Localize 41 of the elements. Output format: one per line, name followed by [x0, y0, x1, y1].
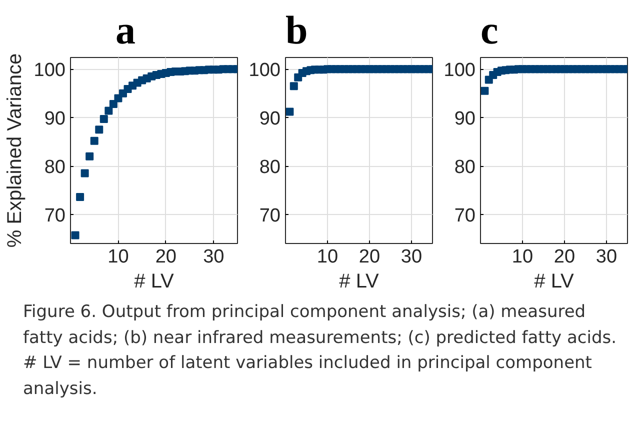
point: [104, 106, 113, 115]
y-tick-label: 80: [44, 157, 66, 178]
y-tick-label: 70: [44, 205, 66, 226]
x-tick-label: 30: [400, 246, 422, 268]
chart-title: a: [116, 8, 136, 52]
point: [71, 231, 80, 240]
y-tick-label: 90: [454, 108, 476, 130]
y-tick-label: 90: [259, 108, 281, 130]
chart-title: c: [480, 8, 498, 52]
y-tick-label: 90: [44, 108, 66, 130]
point: [80, 169, 89, 178]
x-tick-label: 10: [512, 246, 534, 268]
y-tick-label: 100: [34, 60, 66, 82]
x-axis-title: # LV: [339, 270, 380, 292]
point: [109, 100, 118, 108]
y-tick-label: 100: [248, 60, 280, 82]
y-tick-label: 80: [454, 157, 476, 178]
point: [290, 82, 298, 90]
x-tick-label: 10: [316, 246, 338, 268]
point: [95, 126, 104, 134]
y-tick-label: 100: [444, 60, 476, 82]
x-tick-label: 30: [203, 246, 224, 268]
x-tick-label: 20: [554, 246, 576, 268]
y-axis-title: % Explained Variance: [4, 53, 26, 248]
x-axis-title: # LV: [134, 270, 174, 292]
point: [76, 193, 84, 201]
point: [480, 86, 489, 95]
y-tick-label: 70: [454, 205, 476, 226]
point: [90, 136, 98, 145]
y-tick-label: 80: [259, 157, 281, 178]
point: [286, 108, 294, 116]
caption: Figure 6. Output from principal component analysis; (a) measured fatty acids; (b) near infrared measurements; (c) predicted fatty acids. # LV = number of latent variables included in principal component analysis.: [23, 301, 618, 400]
point: [100, 115, 108, 124]
x-tick-label: 30: [596, 246, 618, 268]
x-tick-label: 20: [155, 246, 176, 268]
x-axis-title: # LV: [534, 270, 574, 292]
x-tick-label: 10: [108, 246, 129, 268]
x-tick-label: 20: [358, 246, 380, 268]
point: [86, 152, 94, 160]
y-tick-label: 70: [259, 205, 281, 226]
chart-title: b: [286, 8, 308, 52]
